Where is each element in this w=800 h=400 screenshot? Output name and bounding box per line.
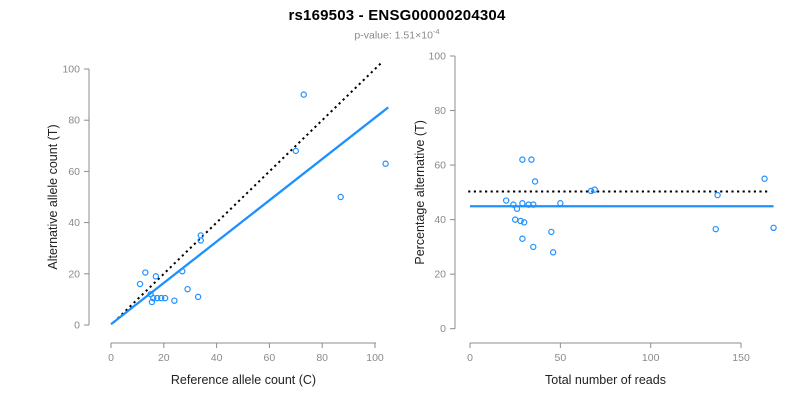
y-tick-label: 80 [434, 105, 446, 117]
x-tick-label: 100 [366, 352, 384, 364]
data-point [179, 268, 186, 275]
data-point [510, 201, 517, 208]
y-tick-label: 60 [434, 160, 446, 172]
data-point [517, 217, 524, 225]
x-tick-label: 20 [158, 352, 170, 364]
data-point [714, 191, 721, 199]
data-point [153, 294, 161, 302]
data-point [519, 156, 526, 163]
y-tick-label: 0 [74, 320, 80, 332]
data-point [150, 294, 157, 302]
data-point [292, 147, 299, 155]
data-point [519, 200, 526, 207]
x-tick-label: 50 [555, 352, 567, 364]
data-point [521, 219, 528, 226]
x-tick-label: 150 [732, 352, 750, 364]
data-point [548, 228, 555, 236]
allele-counts-scatter-group: 0 20 40 60 80 100 0 20 40 60 80 100 Reference allele… [46, 60, 389, 387]
y-axis-title: Alternative allele count (T) [46, 124, 60, 269]
percentage-vs-reads-scatter-group: 0 20 40 60 80 100 0 50 100 150 Total number of rea… [413, 51, 777, 387]
x-tick-label: 80 [316, 352, 328, 364]
data-point [337, 193, 344, 201]
x-tick-label: 40 [211, 352, 223, 364]
data-point [513, 205, 521, 212]
y-tick-label: 40 [434, 214, 446, 226]
data-point [591, 186, 598, 193]
regression-line [110, 106, 389, 326]
data-point [184, 285, 191, 293]
data-point [148, 298, 156, 306]
data-point [712, 225, 719, 233]
data-point [157, 294, 165, 302]
data-point [502, 197, 510, 204]
y-tick-label: 40 [68, 217, 80, 229]
x-tick-label: 0 [467, 352, 473, 364]
data-point [519, 235, 526, 242]
y-tick-label: 20 [68, 268, 80, 280]
x-tick-label: 0 [108, 352, 114, 364]
y-tick-label: 80 [68, 115, 80, 127]
data-point [161, 294, 169, 302]
data-point [530, 243, 537, 251]
y-tick-label: 60 [68, 166, 80, 178]
y-axis-title: Percentage alternative (T) [413, 120, 427, 265]
data-point [194, 293, 202, 301]
y-tick-label: 0 [440, 323, 446, 335]
x-axis-title: Reference allele count (C) [171, 373, 316, 387]
data-point [171, 297, 178, 304]
data-point [587, 187, 595, 195]
data-point [531, 178, 539, 185]
data-point [525, 201, 532, 208]
data-point [136, 280, 144, 288]
x-tick-label: 60 [264, 352, 276, 364]
data-point [511, 216, 519, 223]
data-point [300, 91, 307, 98]
data-point [528, 156, 535, 163]
data-point [761, 175, 768, 182]
data-point [770, 224, 777, 232]
data-point [382, 160, 389, 167]
y-tick-label: 20 [434, 269, 446, 281]
data-point [142, 269, 149, 276]
y-tick-label: 100 [62, 64, 80, 76]
identity-line [112, 60, 384, 324]
data-point [557, 200, 564, 207]
data-point [152, 273, 160, 280]
y-tick-label: 100 [428, 51, 446, 63]
data-point [530, 201, 537, 208]
data-point [197, 237, 204, 244]
x-axis-title: Total number of reads [545, 373, 666, 387]
data-point [549, 249, 557, 256]
x-tick-label: 100 [642, 352, 660, 364]
